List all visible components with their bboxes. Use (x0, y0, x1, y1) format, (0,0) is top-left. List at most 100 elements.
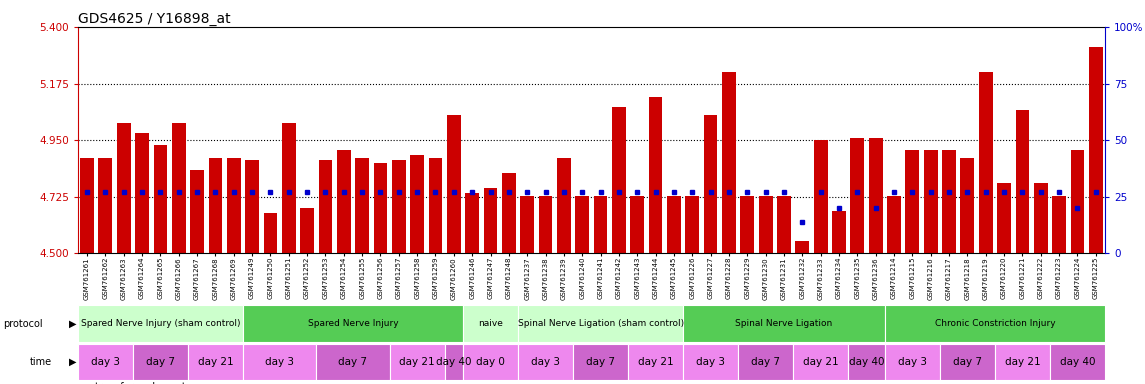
Bar (1089, 47, 1103, 253)
Bar (686, 195, 700, 253)
Text: day 40: day 40 (848, 357, 884, 367)
Text: day 7: day 7 (953, 357, 982, 367)
Text: day 21: day 21 (198, 357, 234, 367)
Bar (316, 344, 389, 380)
Bar (572, 344, 629, 380)
Bar (428, 158, 442, 253)
Bar (906, 150, 919, 253)
Bar (117, 122, 131, 253)
Text: ▶: ▶ (69, 318, 77, 329)
Bar (153, 145, 167, 253)
Text: day 7: day 7 (145, 357, 175, 367)
Bar (373, 163, 387, 253)
Bar (208, 158, 222, 253)
Bar (979, 72, 993, 253)
Bar (684, 344, 739, 380)
Bar (851, 137, 864, 253)
Bar (243, 305, 463, 342)
Bar (245, 160, 259, 253)
Bar (629, 344, 684, 380)
Bar (594, 195, 608, 253)
Bar (444, 344, 463, 380)
Bar (961, 158, 974, 253)
Bar (337, 150, 350, 253)
Bar (1071, 150, 1084, 253)
Text: day 40: day 40 (1059, 357, 1095, 367)
Text: day 3: day 3 (898, 357, 926, 367)
Bar (538, 195, 552, 253)
Bar (447, 115, 460, 253)
Text: Chronic Constriction Injury: Chronic Constriction Injury (934, 319, 1056, 328)
Text: ▶: ▶ (69, 357, 77, 367)
Bar (1052, 195, 1066, 253)
Bar (684, 305, 885, 342)
Bar (355, 158, 369, 253)
Bar (739, 344, 793, 380)
Bar (575, 195, 589, 253)
Text: day 0: day 0 (476, 357, 505, 367)
Bar (392, 160, 405, 253)
Bar (942, 150, 956, 253)
Bar (465, 193, 479, 253)
Bar (995, 344, 1050, 380)
Bar (243, 344, 316, 380)
Bar (556, 158, 570, 253)
Text: day 3: day 3 (696, 357, 725, 367)
Bar (924, 150, 938, 253)
Bar (814, 140, 828, 253)
Text: day 7: day 7 (586, 357, 615, 367)
Bar (796, 241, 810, 253)
Bar (741, 195, 755, 253)
Bar (1016, 110, 1029, 253)
Bar (263, 213, 277, 253)
Bar (722, 72, 736, 253)
Bar (518, 305, 684, 342)
Bar (188, 344, 243, 380)
Bar (997, 183, 1011, 253)
Bar (759, 195, 773, 253)
Bar (869, 137, 883, 253)
Bar (1050, 344, 1105, 380)
Bar (410, 155, 424, 253)
Text: day 21: day 21 (638, 357, 673, 367)
Text: day 21: day 21 (1004, 357, 1040, 367)
Text: time: time (30, 357, 52, 367)
Bar (631, 195, 645, 253)
Bar (848, 344, 885, 380)
Text: day 3: day 3 (266, 357, 294, 367)
Bar (832, 211, 846, 253)
Bar (98, 158, 112, 253)
Bar (777, 195, 791, 253)
Text: day 7: day 7 (751, 357, 780, 367)
Bar (318, 160, 332, 253)
Text: Spared Nerve Injury: Spared Nerve Injury (308, 319, 398, 328)
Bar (463, 344, 518, 380)
Text: protocol: protocol (3, 318, 44, 329)
Bar (463, 305, 518, 342)
Bar (885, 344, 940, 380)
Text: Spinal Nerve Ligation: Spinal Nerve Ligation (735, 319, 832, 328)
Bar (78, 305, 243, 342)
Bar (190, 170, 204, 253)
Text: GDS4625 / Y16898_at: GDS4625 / Y16898_at (78, 12, 230, 26)
Bar (1034, 183, 1048, 253)
Bar (704, 115, 718, 253)
Text: naive: naive (479, 319, 503, 328)
Text: day 3: day 3 (90, 357, 120, 367)
Bar (483, 188, 497, 253)
Bar (520, 195, 534, 253)
Bar (613, 108, 626, 253)
Bar (80, 158, 94, 253)
Bar (389, 344, 444, 380)
Bar (78, 344, 133, 380)
Bar (940, 344, 995, 380)
Text: day 21: day 21 (803, 357, 838, 367)
Bar (502, 173, 515, 253)
Bar (135, 132, 149, 253)
Bar (887, 195, 901, 253)
Bar (668, 195, 681, 253)
Text: day 21: day 21 (400, 357, 435, 367)
Bar (649, 98, 663, 253)
Text: Spinal Nerve Ligation (sham control): Spinal Nerve Ligation (sham control) (518, 319, 684, 328)
Text: ■: ■ (78, 382, 89, 384)
